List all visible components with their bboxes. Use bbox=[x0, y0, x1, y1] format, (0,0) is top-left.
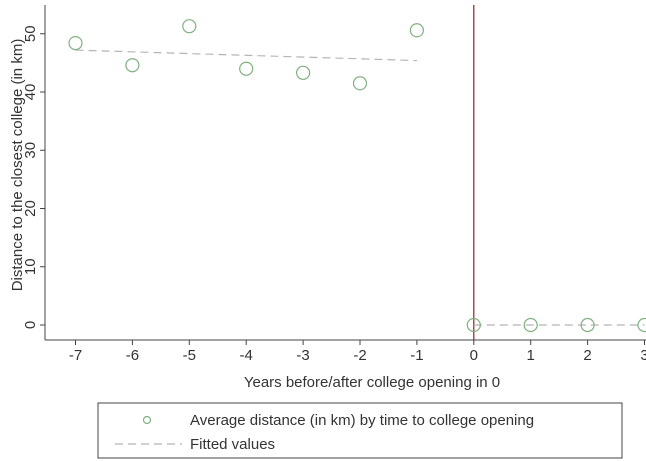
plot-frame bbox=[44, 5, 646, 341]
x-tick-label: -6 bbox=[126, 347, 139, 364]
x-tick-label: 3 bbox=[640, 347, 646, 364]
data-point bbox=[239, 61, 254, 76]
data-point bbox=[580, 317, 595, 333]
y-axis-ticks: 0 10 20 30 40 50 bbox=[22, 25, 45, 329]
x-axis-ticks: -7 -6 -5 -4 -3 -2 -1 0 1 2 3 bbox=[69, 340, 646, 364]
data-point bbox=[637, 317, 646, 333]
legend-marker-icon bbox=[142, 415, 152, 425]
x-tick-label: 2 bbox=[583, 347, 591, 364]
x-tick-label: -1 bbox=[410, 347, 423, 364]
marker-layer bbox=[68, 19, 646, 333]
data-point bbox=[182, 19, 197, 34]
x-tick-label: 0 bbox=[470, 347, 478, 364]
y-tick-label: 10 bbox=[22, 258, 39, 275]
y-tick-label: 20 bbox=[22, 200, 39, 217]
data-point bbox=[296, 65, 311, 80]
y-tick-label: 30 bbox=[22, 142, 39, 159]
x-tick-label: -5 bbox=[183, 347, 196, 364]
legend: Average distance (in km) by time to coll… bbox=[97, 402, 623, 459]
y-axis-label: Distance to the closest college (in km) bbox=[9, 39, 26, 292]
x-tick-label: -7 bbox=[69, 347, 82, 364]
data-point bbox=[466, 317, 481, 333]
legend-box bbox=[97, 402, 623, 459]
y-tick-label: 40 bbox=[22, 84, 39, 101]
fitted-line-segment bbox=[75, 49, 417, 62]
data-point bbox=[523, 317, 538, 333]
x-tick-label: -2 bbox=[353, 347, 366, 364]
data-point bbox=[68, 35, 83, 51]
legend-label-fitted: Fitted values bbox=[190, 436, 275, 453]
x-axis-label: Years before/after college opening in 0 bbox=[244, 374, 500, 391]
fitted-line-layer bbox=[75, 49, 645, 326]
legend-label-markers: Average distance (in km) by time to coll… bbox=[190, 412, 534, 429]
y-tick-label: 0 bbox=[22, 321, 39, 329]
data-point bbox=[352, 76, 368, 91]
x-tick-label: -3 bbox=[296, 347, 309, 364]
data-point bbox=[125, 58, 140, 73]
data-point bbox=[409, 23, 424, 38]
y-tick-label: 50 bbox=[22, 25, 39, 42]
x-tick-label: -4 bbox=[240, 347, 253, 364]
x-tick-label: 1 bbox=[527, 347, 535, 364]
